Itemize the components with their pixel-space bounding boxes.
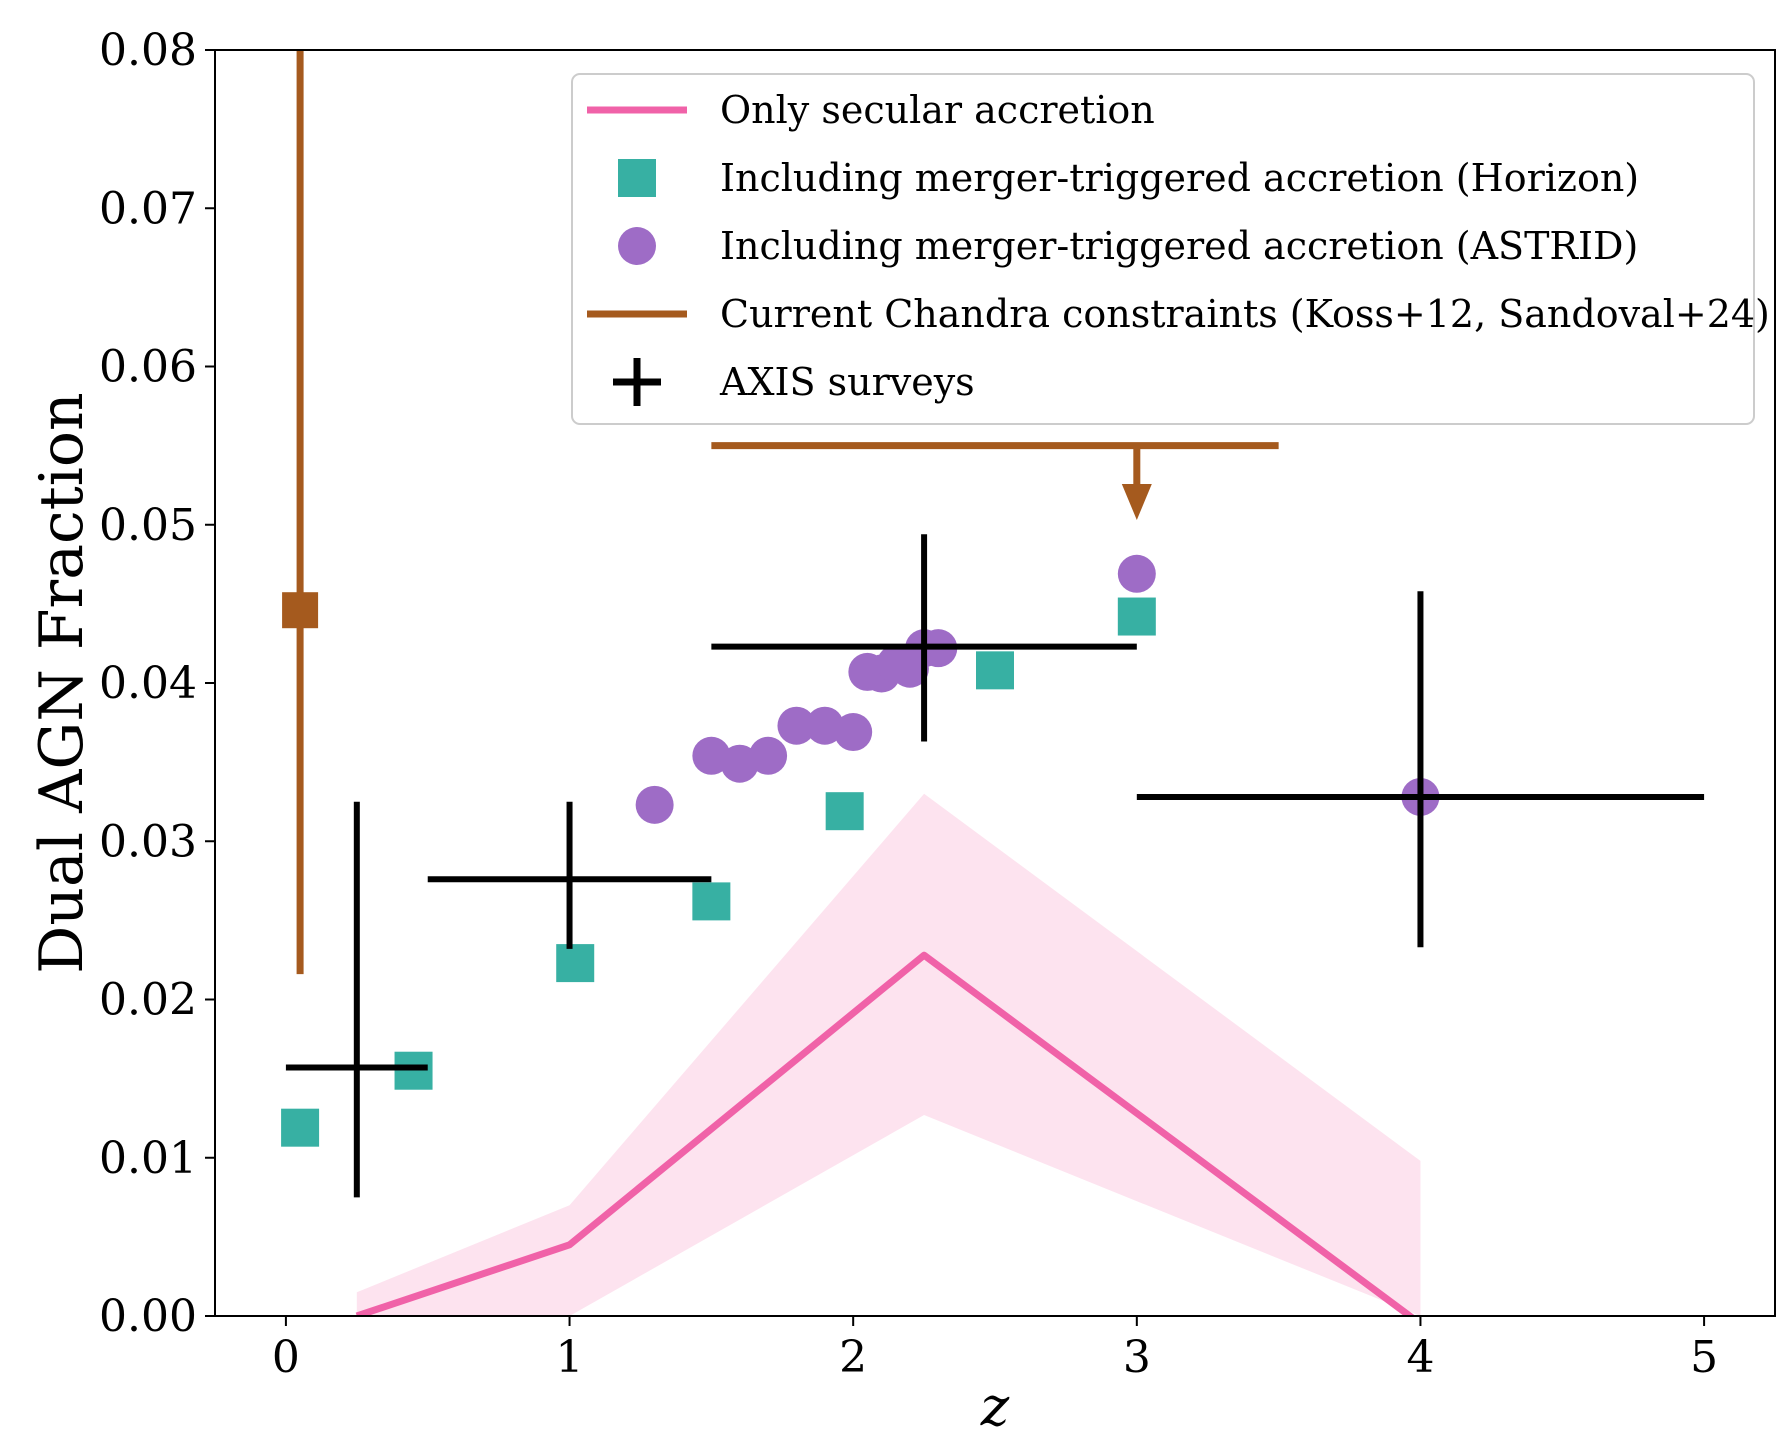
x-axis-title: z: [980, 1375, 1010, 1438]
tick-layer: 0 1 2 3 4 5 0.00 0.01 0.02 0.03 0.04 0.05 0.06 0.07 0.…: [99, 25, 1718, 1383]
horizon-point: [976, 651, 1014, 690]
horizon-point: [692, 882, 731, 921]
x-tick-label: 4: [1406, 1332, 1434, 1383]
horizon-point: [825, 792, 864, 831]
y-tick-label: 0.06: [99, 342, 197, 393]
y-tick-label: 0.00: [99, 1291, 197, 1342]
legend-marker-circle: [618, 227, 656, 265]
astrid-point: [1117, 554, 1156, 593]
y-tick-label: 0.02: [99, 975, 197, 1026]
y-axis-title: Dual AGN Fraction: [27, 392, 97, 973]
legend-label: Including merger-triggered accretion (Ho…: [720, 156, 1639, 200]
x-tick-label: 0: [272, 1332, 300, 1383]
y-tick-label: 0.03: [99, 816, 197, 867]
secular-line-layer: [355, 951, 1416, 1316]
x-tick-label: 5: [1690, 1332, 1718, 1383]
horizon-point: [394, 1051, 433, 1090]
horizon-point: [556, 944, 595, 983]
astrid-series: [635, 554, 1440, 824]
horizon-series: [281, 597, 1156, 1147]
y-tick-label: 0.04: [99, 658, 197, 709]
horizon-point: [1117, 597, 1156, 636]
legend-label: AXIS surveys: [719, 360, 975, 404]
secular-band: [356, 793, 1421, 1316]
astrid-point: [749, 736, 788, 775]
secular-line: [355, 951, 1416, 1316]
legend-label: Including merger-triggered accretion (AS…: [720, 224, 1638, 268]
astrid-point: [777, 706, 816, 745]
axis-surveys-series: [285, 534, 1705, 1198]
y-tick-label: 0.05: [99, 500, 197, 551]
y-tick-label: 0.07: [99, 183, 197, 234]
horizon-point: [281, 1108, 320, 1147]
astrid-point: [635, 785, 674, 824]
x-tick-label: 3: [1123, 1332, 1151, 1383]
legend-box: [571, 73, 1755, 425]
astrid-point: [805, 706, 844, 745]
y-tick-label: 0.01: [99, 1133, 197, 1184]
chandra-series: [282, 50, 1279, 975]
secular-band-layer: [356, 793, 1421, 1316]
y-tick-label: 0.08: [99, 25, 197, 76]
legend: Only secular accretion Including merger-t…: [571, 73, 1770, 425]
legend-label: Only secular accretion: [720, 88, 1155, 132]
legend-label: Current Chandra constraints (Koss+12, Sa…: [720, 292, 1770, 336]
chandra-point: [282, 592, 319, 629]
chandra-arrow-head: [1121, 484, 1152, 521]
x-tick-label: 1: [556, 1332, 584, 1383]
legend-marker-square: [618, 159, 656, 197]
x-tick-label: 2: [839, 1332, 867, 1383]
astrid-point: [834, 713, 873, 752]
